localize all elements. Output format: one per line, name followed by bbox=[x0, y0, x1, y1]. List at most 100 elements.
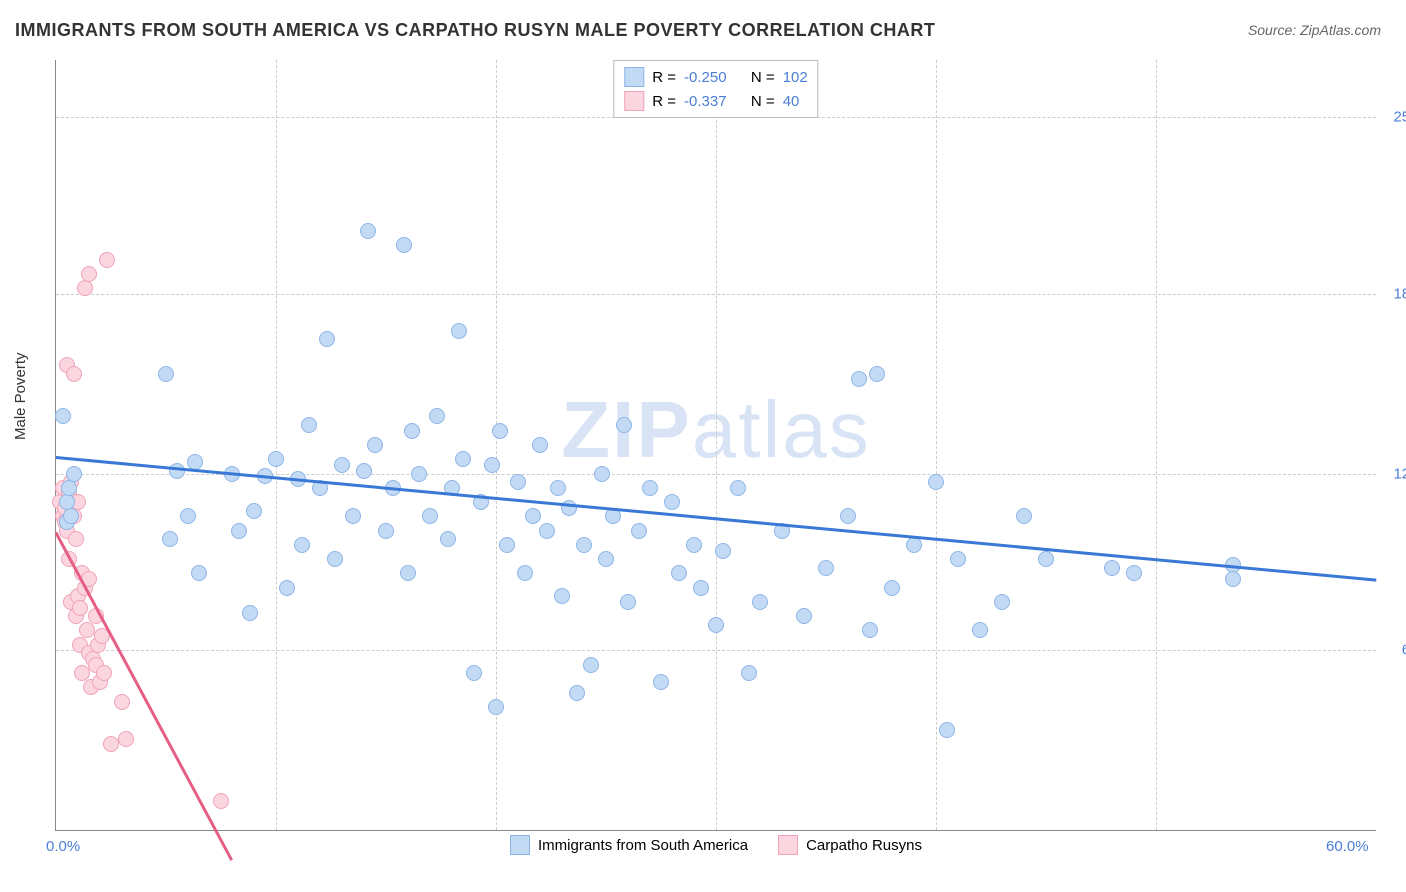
scatter-point bbox=[741, 665, 757, 681]
scatter-point bbox=[79, 622, 95, 638]
scatter-point bbox=[576, 537, 592, 553]
scatter-point bbox=[396, 237, 412, 253]
scatter-point bbox=[1225, 571, 1241, 587]
n-value-1: 102 bbox=[783, 69, 808, 86]
scatter-point bbox=[81, 266, 97, 282]
scatter-point bbox=[686, 537, 702, 553]
scatter-point bbox=[466, 665, 482, 681]
scatter-point bbox=[1104, 560, 1120, 576]
scatter-point bbox=[191, 565, 207, 581]
scatter-point bbox=[994, 594, 1010, 610]
scatter-point bbox=[862, 622, 878, 638]
scatter-point bbox=[180, 508, 196, 524]
gridline-v bbox=[1156, 60, 1157, 830]
scatter-point bbox=[334, 457, 350, 473]
scatter-point bbox=[367, 437, 383, 453]
scatter-point bbox=[440, 531, 456, 547]
gridline-v bbox=[276, 60, 277, 830]
series-legend: Immigrants from South America Carpatho R… bbox=[510, 835, 922, 855]
scatter-point bbox=[869, 366, 885, 382]
correlation-legend: R = -0.250 N = 102 R = -0.337 N = 40 bbox=[613, 60, 818, 118]
y-axis-label: Male Poverty bbox=[12, 352, 29, 440]
chart-title: IMMIGRANTS FROM SOUTH AMERICA VS CARPATH… bbox=[15, 20, 935, 41]
scatter-point bbox=[72, 600, 88, 616]
scatter-point bbox=[525, 508, 541, 524]
gridline-v bbox=[936, 60, 937, 830]
scatter-point bbox=[653, 674, 669, 690]
scatter-point bbox=[345, 508, 361, 524]
x-tick-label: 60.0% bbox=[1326, 838, 1369, 855]
scatter-point bbox=[360, 223, 376, 239]
scatter-point bbox=[594, 466, 610, 482]
scatter-point bbox=[532, 437, 548, 453]
scatter-point bbox=[279, 580, 295, 596]
scatter-point bbox=[1016, 508, 1032, 524]
r-value-2: -0.337 bbox=[684, 93, 727, 110]
scatter-point bbox=[66, 366, 82, 382]
scatter-point bbox=[851, 371, 867, 387]
scatter-point bbox=[231, 523, 247, 539]
legend-item-2: Carpatho Rusyns bbox=[778, 835, 922, 855]
x-tick-label: 0.0% bbox=[46, 838, 80, 855]
scatter-point bbox=[620, 594, 636, 610]
scatter-point bbox=[906, 537, 922, 553]
y-tick-label: 18.8% bbox=[1393, 285, 1406, 302]
scatter-point bbox=[77, 280, 93, 296]
scatter-point bbox=[972, 622, 988, 638]
scatter-point bbox=[294, 537, 310, 553]
y-tick-label: 25.0% bbox=[1393, 109, 1406, 126]
scatter-point bbox=[162, 531, 178, 547]
scatter-point bbox=[118, 731, 134, 747]
scatter-point bbox=[884, 580, 900, 596]
scatter-point bbox=[554, 588, 570, 604]
scatter-point bbox=[213, 793, 229, 809]
r-value-1: -0.250 bbox=[684, 69, 727, 86]
gridline-v bbox=[716, 60, 717, 830]
scatter-point bbox=[422, 508, 438, 524]
scatter-point bbox=[928, 474, 944, 490]
scatter-point bbox=[169, 463, 185, 479]
scatter-point bbox=[492, 423, 508, 439]
scatter-point bbox=[1126, 565, 1142, 581]
scatter-point bbox=[583, 657, 599, 673]
trend-line bbox=[55, 531, 233, 860]
scatter-point bbox=[484, 457, 500, 473]
scatter-point bbox=[488, 699, 504, 715]
swatch-icon bbox=[778, 835, 798, 855]
scatter-point bbox=[55, 408, 71, 424]
swatch-icon bbox=[510, 835, 530, 855]
source-label: Source: ZipAtlas.com bbox=[1248, 22, 1381, 38]
scatter-point bbox=[246, 503, 262, 519]
scatter-point bbox=[598, 551, 614, 567]
scatter-point bbox=[242, 605, 258, 621]
scatter-point bbox=[103, 736, 119, 752]
scatter-point bbox=[455, 451, 471, 467]
scatter-point bbox=[404, 423, 420, 439]
scatter-point bbox=[319, 331, 335, 347]
scatter-point bbox=[1038, 551, 1054, 567]
scatter-point bbox=[693, 580, 709, 596]
scatter-point bbox=[356, 463, 372, 479]
scatter-point bbox=[268, 451, 284, 467]
scatter-point bbox=[61, 480, 77, 496]
legend-row-series-1: R = -0.250 N = 102 bbox=[624, 65, 807, 89]
scatter-point bbox=[671, 565, 687, 581]
scatter-point bbox=[708, 617, 724, 633]
scatter-point bbox=[411, 466, 427, 482]
scatter-point bbox=[517, 565, 533, 581]
legend-item-1: Immigrants from South America bbox=[510, 835, 748, 855]
swatch-series-2 bbox=[624, 91, 644, 111]
scatter-point bbox=[158, 366, 174, 382]
scatter-point bbox=[950, 551, 966, 567]
scatter-point bbox=[730, 480, 746, 496]
scatter-point bbox=[510, 474, 526, 490]
scatter-point bbox=[400, 565, 416, 581]
scatter-point bbox=[63, 508, 79, 524]
y-tick-label: 6.3% bbox=[1402, 642, 1406, 659]
swatch-series-1 bbox=[624, 67, 644, 87]
chart-plot-area: ZIPatlas R = -0.250 N = 102 R = -0.337 N… bbox=[55, 60, 1376, 831]
n-value-2: 40 bbox=[783, 93, 800, 110]
legend-row-series-2: R = -0.337 N = 40 bbox=[624, 89, 807, 113]
scatter-point bbox=[642, 480, 658, 496]
scatter-point bbox=[66, 466, 82, 482]
